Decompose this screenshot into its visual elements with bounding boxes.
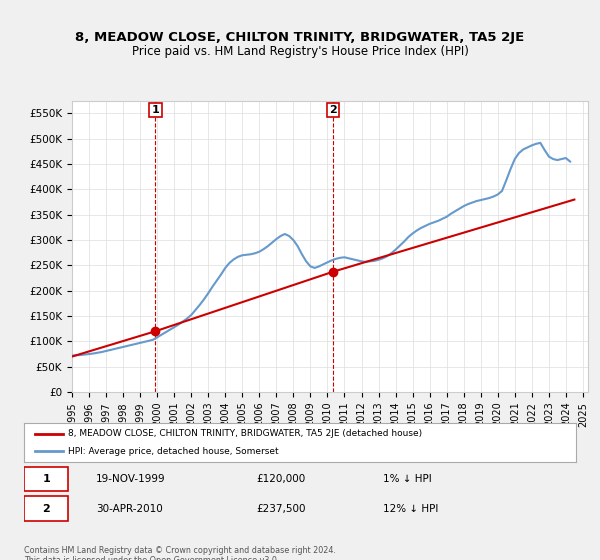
Text: 19-NOV-1999: 19-NOV-1999 bbox=[96, 474, 166, 484]
Text: 2: 2 bbox=[329, 105, 337, 115]
Text: HPI: Average price, detached house, Somerset: HPI: Average price, detached house, Some… bbox=[68, 446, 279, 455]
Text: 12% ↓ HPI: 12% ↓ HPI bbox=[383, 503, 438, 514]
Text: Contains HM Land Registry data © Crown copyright and database right 2024.
This d: Contains HM Land Registry data © Crown c… bbox=[24, 546, 336, 560]
Text: £237,500: £237,500 bbox=[256, 503, 305, 514]
FancyBboxPatch shape bbox=[24, 496, 68, 521]
Text: 1: 1 bbox=[152, 105, 160, 115]
Text: 8, MEADOW CLOSE, CHILTON TRINITY, BRIDGWATER, TA5 2JE: 8, MEADOW CLOSE, CHILTON TRINITY, BRIDGW… bbox=[76, 31, 524, 44]
FancyBboxPatch shape bbox=[24, 466, 68, 491]
Text: 8, MEADOW CLOSE, CHILTON TRINITY, BRIDGWATER, TA5 2JE (detached house): 8, MEADOW CLOSE, CHILTON TRINITY, BRIDGW… bbox=[68, 430, 422, 438]
Text: 30-APR-2010: 30-APR-2010 bbox=[96, 503, 163, 514]
Text: 2: 2 bbox=[42, 503, 50, 514]
Text: £120,000: £120,000 bbox=[256, 474, 305, 484]
Text: 1: 1 bbox=[42, 474, 50, 484]
Text: 1% ↓ HPI: 1% ↓ HPI bbox=[383, 474, 431, 484]
Text: Price paid vs. HM Land Registry's House Price Index (HPI): Price paid vs. HM Land Registry's House … bbox=[131, 45, 469, 58]
